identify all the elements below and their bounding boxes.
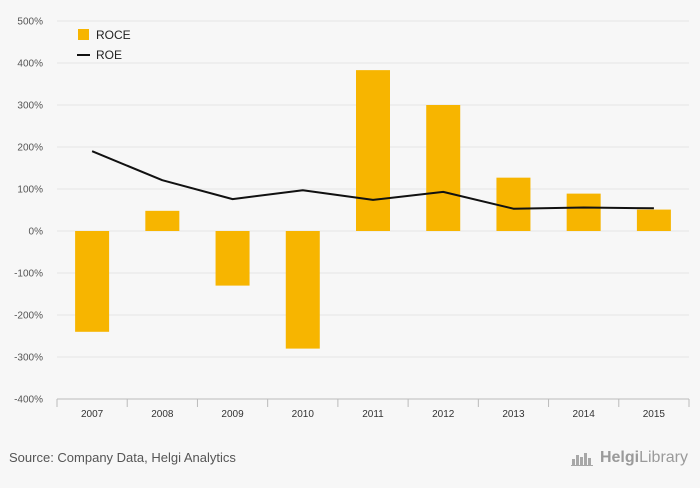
y-tick-label: -300% [14,353,43,364]
y-tick-label: -400% [14,395,43,406]
brand-name-bold: Helgi [599,449,640,466]
x-tick-label: 2013 [502,409,525,420]
y-tick-label: 100% [17,185,43,196]
x-tick-label: 2011 [362,409,384,420]
bar-roce-2012 [426,105,461,231]
legend-swatch-roce [78,29,89,40]
legend-label-roe: ROE [96,48,122,62]
y-tick-label: 400% [17,59,43,70]
x-tick-label: 2009 [221,409,244,420]
x-axis: 2007 2008 2009 2010 2011 2012 2013 2014 2015 [56,398,690,420]
roce-bars [75,70,671,349]
brand-name-light: Library [639,449,688,466]
roe-line [91,150,654,210]
y-tick-label: 0% [29,227,44,238]
x-tick-label: 2008 [151,409,174,420]
bar-roce-2007 [75,231,110,332]
y-tick-label: 300% [17,101,43,112]
x-tick-label: 2007 [81,409,104,420]
y-tick-label: 200% [17,143,43,154]
bar-roce-2010 [285,231,320,349]
bar-roce-2015 [636,209,671,231]
brand-logo: HelgiLibrary [570,449,688,467]
legend-label-roce: ROCE [96,28,131,42]
bar-roce-2014 [566,193,601,231]
legend: ROCE ROE [77,28,131,62]
bar-roce-2011 [356,70,390,231]
library-icon [570,453,593,466]
y-tick-label: -100% [14,269,43,280]
bar-roce-2009 [215,231,250,286]
bar-roce-2013 [496,177,531,231]
x-tick-label: 2010 [292,409,315,420]
roe-line-layer [91,150,654,210]
x-tick-label: 2012 [432,409,455,420]
x-tick-label: 2014 [573,409,596,420]
source-note: Source: Company Data, Helgi Analytics [9,450,236,465]
y-tick-label: -200% [14,311,43,322]
y-axis-ticks: -400% -300% -200% -100% 0% 100% 200% 300% 400% 50… [14,17,43,406]
x-tick-label: 2015 [643,409,666,420]
bar-roce-2008 [145,210,180,231]
y-tick-label: 500% [17,17,43,28]
